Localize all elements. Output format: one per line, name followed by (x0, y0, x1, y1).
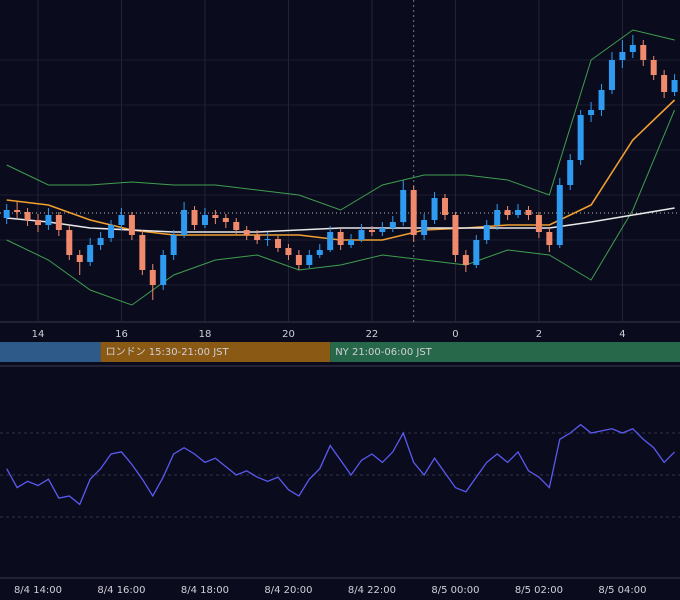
candle-body (87, 245, 94, 262)
candle-body (473, 240, 480, 265)
x-tick-label: 8/4 20:00 (264, 585, 312, 596)
candle-body (14, 210, 21, 212)
candle-body (108, 225, 115, 238)
session-label: ロンドン 15:30-21:00 JST (106, 347, 230, 358)
candle-body (452, 215, 459, 255)
candle-body (243, 230, 250, 235)
candle-body (97, 238, 104, 245)
candle-body (525, 210, 532, 215)
session-band (330, 342, 680, 362)
x-tick-label: 14 (32, 329, 45, 340)
x-tick-label: 8/4 22:00 (348, 585, 396, 596)
x-tick-label: 20 (282, 329, 295, 340)
x-tick-label: 22 (366, 329, 379, 340)
candle-body (327, 232, 334, 250)
candle-body (640, 45, 647, 60)
x-tick-label: 8/5 00:00 (431, 585, 479, 596)
candle-body (546, 232, 553, 245)
session-band (0, 342, 101, 362)
candle-body (212, 215, 219, 218)
candle-body (285, 248, 292, 255)
candle-body (431, 198, 438, 220)
candle-body (191, 210, 198, 225)
candle-body (348, 240, 355, 245)
x-tick-label: 18 (199, 329, 212, 340)
candle-body (671, 80, 678, 92)
x-tick-label: 0 (452, 329, 458, 340)
candle-body (389, 222, 396, 228)
candle-body (598, 90, 605, 110)
candle-body (421, 220, 428, 235)
candle-body (556, 185, 563, 245)
candle-body (3, 210, 10, 218)
candle-body (588, 110, 595, 115)
candle-body (295, 255, 302, 265)
candle-body (149, 270, 156, 285)
x-tick-label: 4 (619, 329, 625, 340)
candle-body (379, 228, 386, 232)
candle-body (264, 239, 271, 240)
candle-body (45, 215, 52, 225)
x-tick-label: 8/4 18:00 (181, 585, 229, 596)
candle-body (441, 198, 448, 215)
candle-body (619, 52, 626, 60)
candle-body (358, 230, 365, 240)
candle-body (222, 218, 229, 222)
candle-body (577, 115, 584, 160)
candle-body (515, 210, 522, 215)
candle-body (118, 215, 125, 225)
candle-body (275, 239, 282, 248)
candle-body (567, 160, 574, 185)
x-tick-label: 8/5 04:00 (598, 585, 646, 596)
overlay-line (6, 109, 676, 306)
candle-body (306, 255, 313, 265)
candle-body (483, 225, 490, 240)
x-tick-label: 16 (115, 329, 128, 340)
candle-body (160, 255, 167, 285)
overlay-line (6, 29, 675, 211)
session-band (100, 342, 331, 362)
x-tick-label: 8/4 16:00 (97, 585, 145, 596)
candle-body (462, 255, 469, 265)
candle-body (66, 230, 73, 255)
candle-body (400, 190, 407, 222)
candle-body (650, 60, 657, 75)
candle-body (76, 255, 83, 262)
candle-body (55, 215, 62, 230)
x-tick-label: 2 (536, 329, 542, 340)
candle-body (24, 212, 31, 220)
rsi-line (6, 423, 676, 506)
candle-body (34, 220, 41, 225)
candle-body (128, 215, 135, 235)
x-tick-label: 8/4 14:00 (14, 585, 62, 596)
candle-body (494, 210, 501, 225)
candle-body (337, 232, 344, 245)
candle-body (316, 250, 323, 255)
candle-body (233, 222, 240, 230)
candle-body (139, 235, 146, 270)
x-tick-label: 8/5 02:00 (515, 585, 563, 596)
candle-body (170, 235, 177, 255)
candle-body (504, 210, 511, 215)
candle-body (368, 230, 375, 232)
candle-body (608, 60, 615, 90)
candle-body (201, 215, 208, 225)
candle-body (535, 215, 542, 232)
session-label: NY 21:00-06:00 JST (335, 347, 432, 358)
candle-body (661, 75, 668, 92)
candle-body (410, 190, 417, 235)
candle-body (254, 235, 261, 240)
candle-body (629, 45, 636, 52)
candle-body (181, 210, 188, 235)
